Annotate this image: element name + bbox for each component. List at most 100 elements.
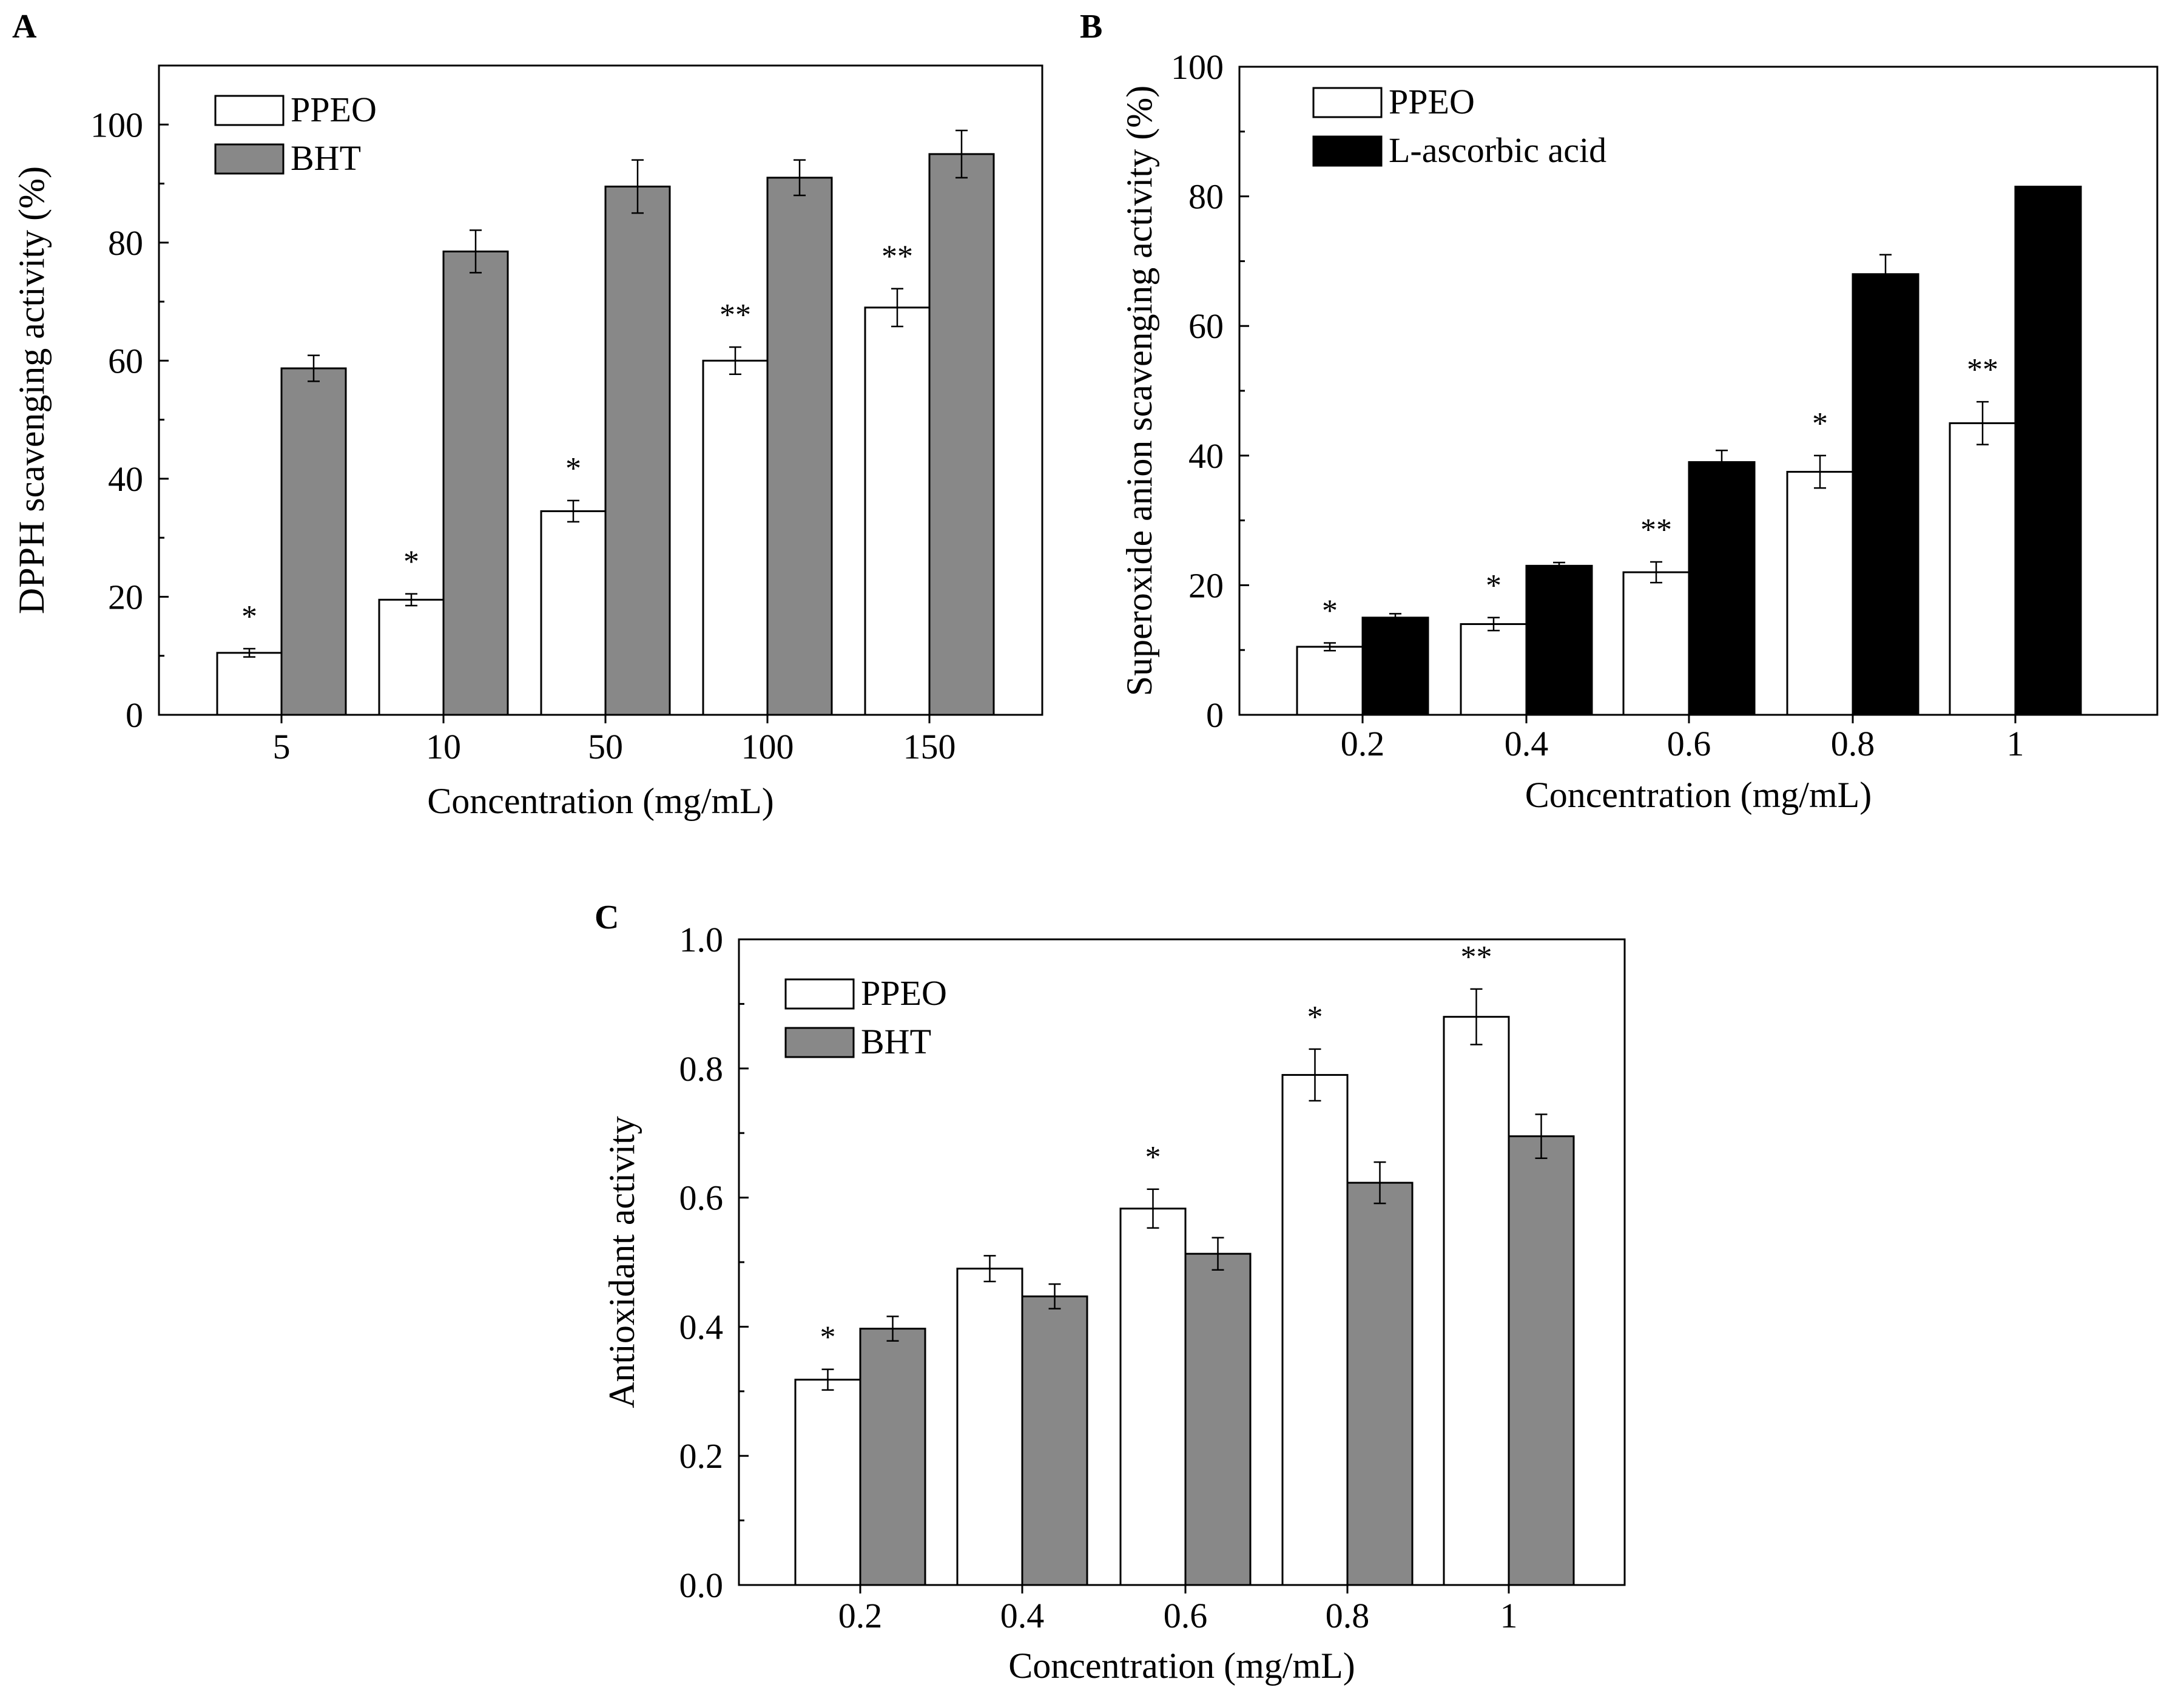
bar-c-series1	[1443, 1016, 1510, 1586]
bar-c-series2	[1346, 1181, 1414, 1586]
bar-b-series1	[1622, 571, 1690, 716]
significance-marker-c: *	[1307, 1000, 1323, 1035]
significance-marker-b: **	[1640, 513, 1672, 547]
bar-a-series1	[864, 306, 931, 716]
bar-b-series1	[1460, 623, 1528, 716]
x-tick-label-a: 50	[588, 727, 623, 766]
bar-b-series1	[1786, 471, 1854, 716]
significance-marker-a: **	[720, 298, 751, 333]
x-tick-label-b: 0.8	[1831, 724, 1875, 763]
bar-c-series1	[794, 1379, 861, 1586]
chart-panel-c: 0.0 0.2 0.4 0.6 0.8 1.0 0.2 0.4 0.6 0.8 1 Concentra…	[602, 920, 1626, 1686]
legend-swatch-a	[214, 143, 285, 175]
x-tick-label-c: 1	[1500, 1596, 1518, 1635]
y-axis-label-a: DPPH scavenging activity (%)	[12, 166, 52, 614]
bar-b-series1	[1296, 646, 1364, 716]
x-axis-label-a: Concentration (mg/mL)	[427, 781, 774, 821]
significance-marker-b: *	[1812, 407, 1828, 441]
y-tick-label-c: 0.2	[679, 1436, 724, 1476]
y-tick-label-a: 60	[108, 341, 143, 380]
legend-swatch-c	[784, 978, 855, 1010]
x-tick-label-a: 150	[903, 727, 956, 766]
y-axis-label-b: Superoxide anion scavenging activity (%)	[1119, 86, 1159, 696]
bar-b-series1	[1949, 422, 2017, 716]
significance-marker-a: *	[241, 600, 257, 634]
bar-b-series2	[2014, 186, 2082, 716]
x-tick-label-c: 0.4	[1000, 1596, 1045, 1635]
significance-marker-a: **	[881, 240, 913, 274]
panel-letter-a: A	[12, 8, 37, 46]
bar-a-series2	[442, 250, 509, 716]
bar-c-series1	[1119, 1208, 1187, 1586]
y-tick-label-c: 0.8	[679, 1049, 724, 1089]
bar-a-series1	[702, 359, 769, 716]
bar-a-series1	[540, 510, 607, 716]
bar-a-series2	[928, 153, 995, 716]
x-tick-label-b: 0.2	[1341, 724, 1385, 763]
x-axis-label-b: Concentration (mg/mL)	[1525, 775, 1872, 815]
x-tick-label-a: 5	[273, 727, 291, 766]
legend-swatch-a	[214, 95, 285, 126]
legend-swatch-b	[1312, 87, 1383, 118]
bar-b-series2	[1525, 564, 1593, 716]
significance-marker-c: *	[1145, 1140, 1161, 1175]
panel-letter-b: B	[1080, 8, 1102, 46]
x-tick-label-b: 1	[2007, 724, 2024, 763]
bar-c-series2	[1021, 1295, 1088, 1586]
significance-marker-b: **	[1967, 353, 1998, 387]
legend-label-c: BHT	[861, 1022, 931, 1061]
significance-marker-b: *	[1486, 569, 1502, 603]
legend-label-a: BHT	[291, 138, 361, 178]
panel-letter-c: C	[595, 899, 619, 936]
legend-label-a: PPEO	[291, 90, 377, 129]
bar-a-series1	[378, 598, 445, 716]
x-tick-label-b: 0.6	[1667, 724, 1711, 763]
y-tick-label-a: 40	[108, 459, 143, 499]
bar-a-series2	[766, 177, 833, 716]
significance-marker-c: **	[1461, 940, 1492, 975]
significance-marker-c: *	[820, 1320, 836, 1355]
y-tick-label-c: 0.0	[679, 1566, 724, 1605]
x-axis-label-c: Concentration (mg/mL)	[1008, 1646, 1355, 1686]
x-tick-label-c: 0.6	[1164, 1596, 1208, 1635]
y-tick-label-a: 100	[90, 105, 143, 144]
x-tick-label-a: 10	[426, 727, 461, 766]
bar-c-series2	[1508, 1135, 1575, 1586]
legend-label-c: PPEO	[861, 973, 947, 1013]
chart-panel-a: 0 20 40 60 80 100 5 10 50 100 150 Concentration (mg…	[12, 64, 1043, 821]
bar-a-series2	[280, 367, 347, 716]
bar-b-series2	[1852, 273, 1919, 716]
y-tick-label-b: 60	[1188, 306, 1224, 346]
y-tick-label-b: 80	[1188, 177, 1224, 217]
legend-label-b: PPEO	[1389, 82, 1475, 121]
significance-marker-a: *	[565, 451, 581, 486]
x-tick-label-c: 0.2	[838, 1596, 883, 1635]
y-tick-label-c: 0.6	[679, 1178, 724, 1218]
y-tick-label-b: 0	[1206, 695, 1224, 735]
x-tick-label-a: 100	[741, 727, 794, 766]
y-tick-label-a: 20	[108, 577, 143, 617]
y-tick-label-b: 20	[1188, 566, 1224, 605]
significance-marker-b: *	[1322, 593, 1338, 628]
bar-c-series2	[1184, 1252, 1252, 1586]
y-tick-label-a: 0	[126, 695, 143, 735]
bar-c-series1	[956, 1268, 1023, 1586]
x-tick-label-b: 0.4	[1505, 724, 1549, 763]
y-tick-label-c: 0.4	[679, 1307, 724, 1347]
y-tick-label-c: 1.0	[679, 920, 724, 959]
significance-marker-a: *	[403, 545, 419, 580]
legend-swatch-c	[784, 1027, 855, 1058]
bar-b-series2	[1361, 617, 1429, 716]
y-tick-label-b: 100	[1171, 47, 1224, 87]
bar-b-series2	[1688, 461, 1756, 716]
legend-swatch-b	[1312, 135, 1383, 167]
bar-a-series2	[604, 185, 671, 716]
x-tick-label-c: 0.8	[1326, 1596, 1370, 1635]
bar-c-series2	[859, 1328, 926, 1586]
y-tick-label-b: 40	[1188, 436, 1224, 476]
y-tick-label-a: 80	[108, 223, 143, 263]
y-axis-label-c: Antioxidant activity	[602, 1116, 642, 1408]
bar-a-series1	[216, 652, 283, 716]
legend-label-b: L-ascorbic acid	[1389, 130, 1606, 170]
